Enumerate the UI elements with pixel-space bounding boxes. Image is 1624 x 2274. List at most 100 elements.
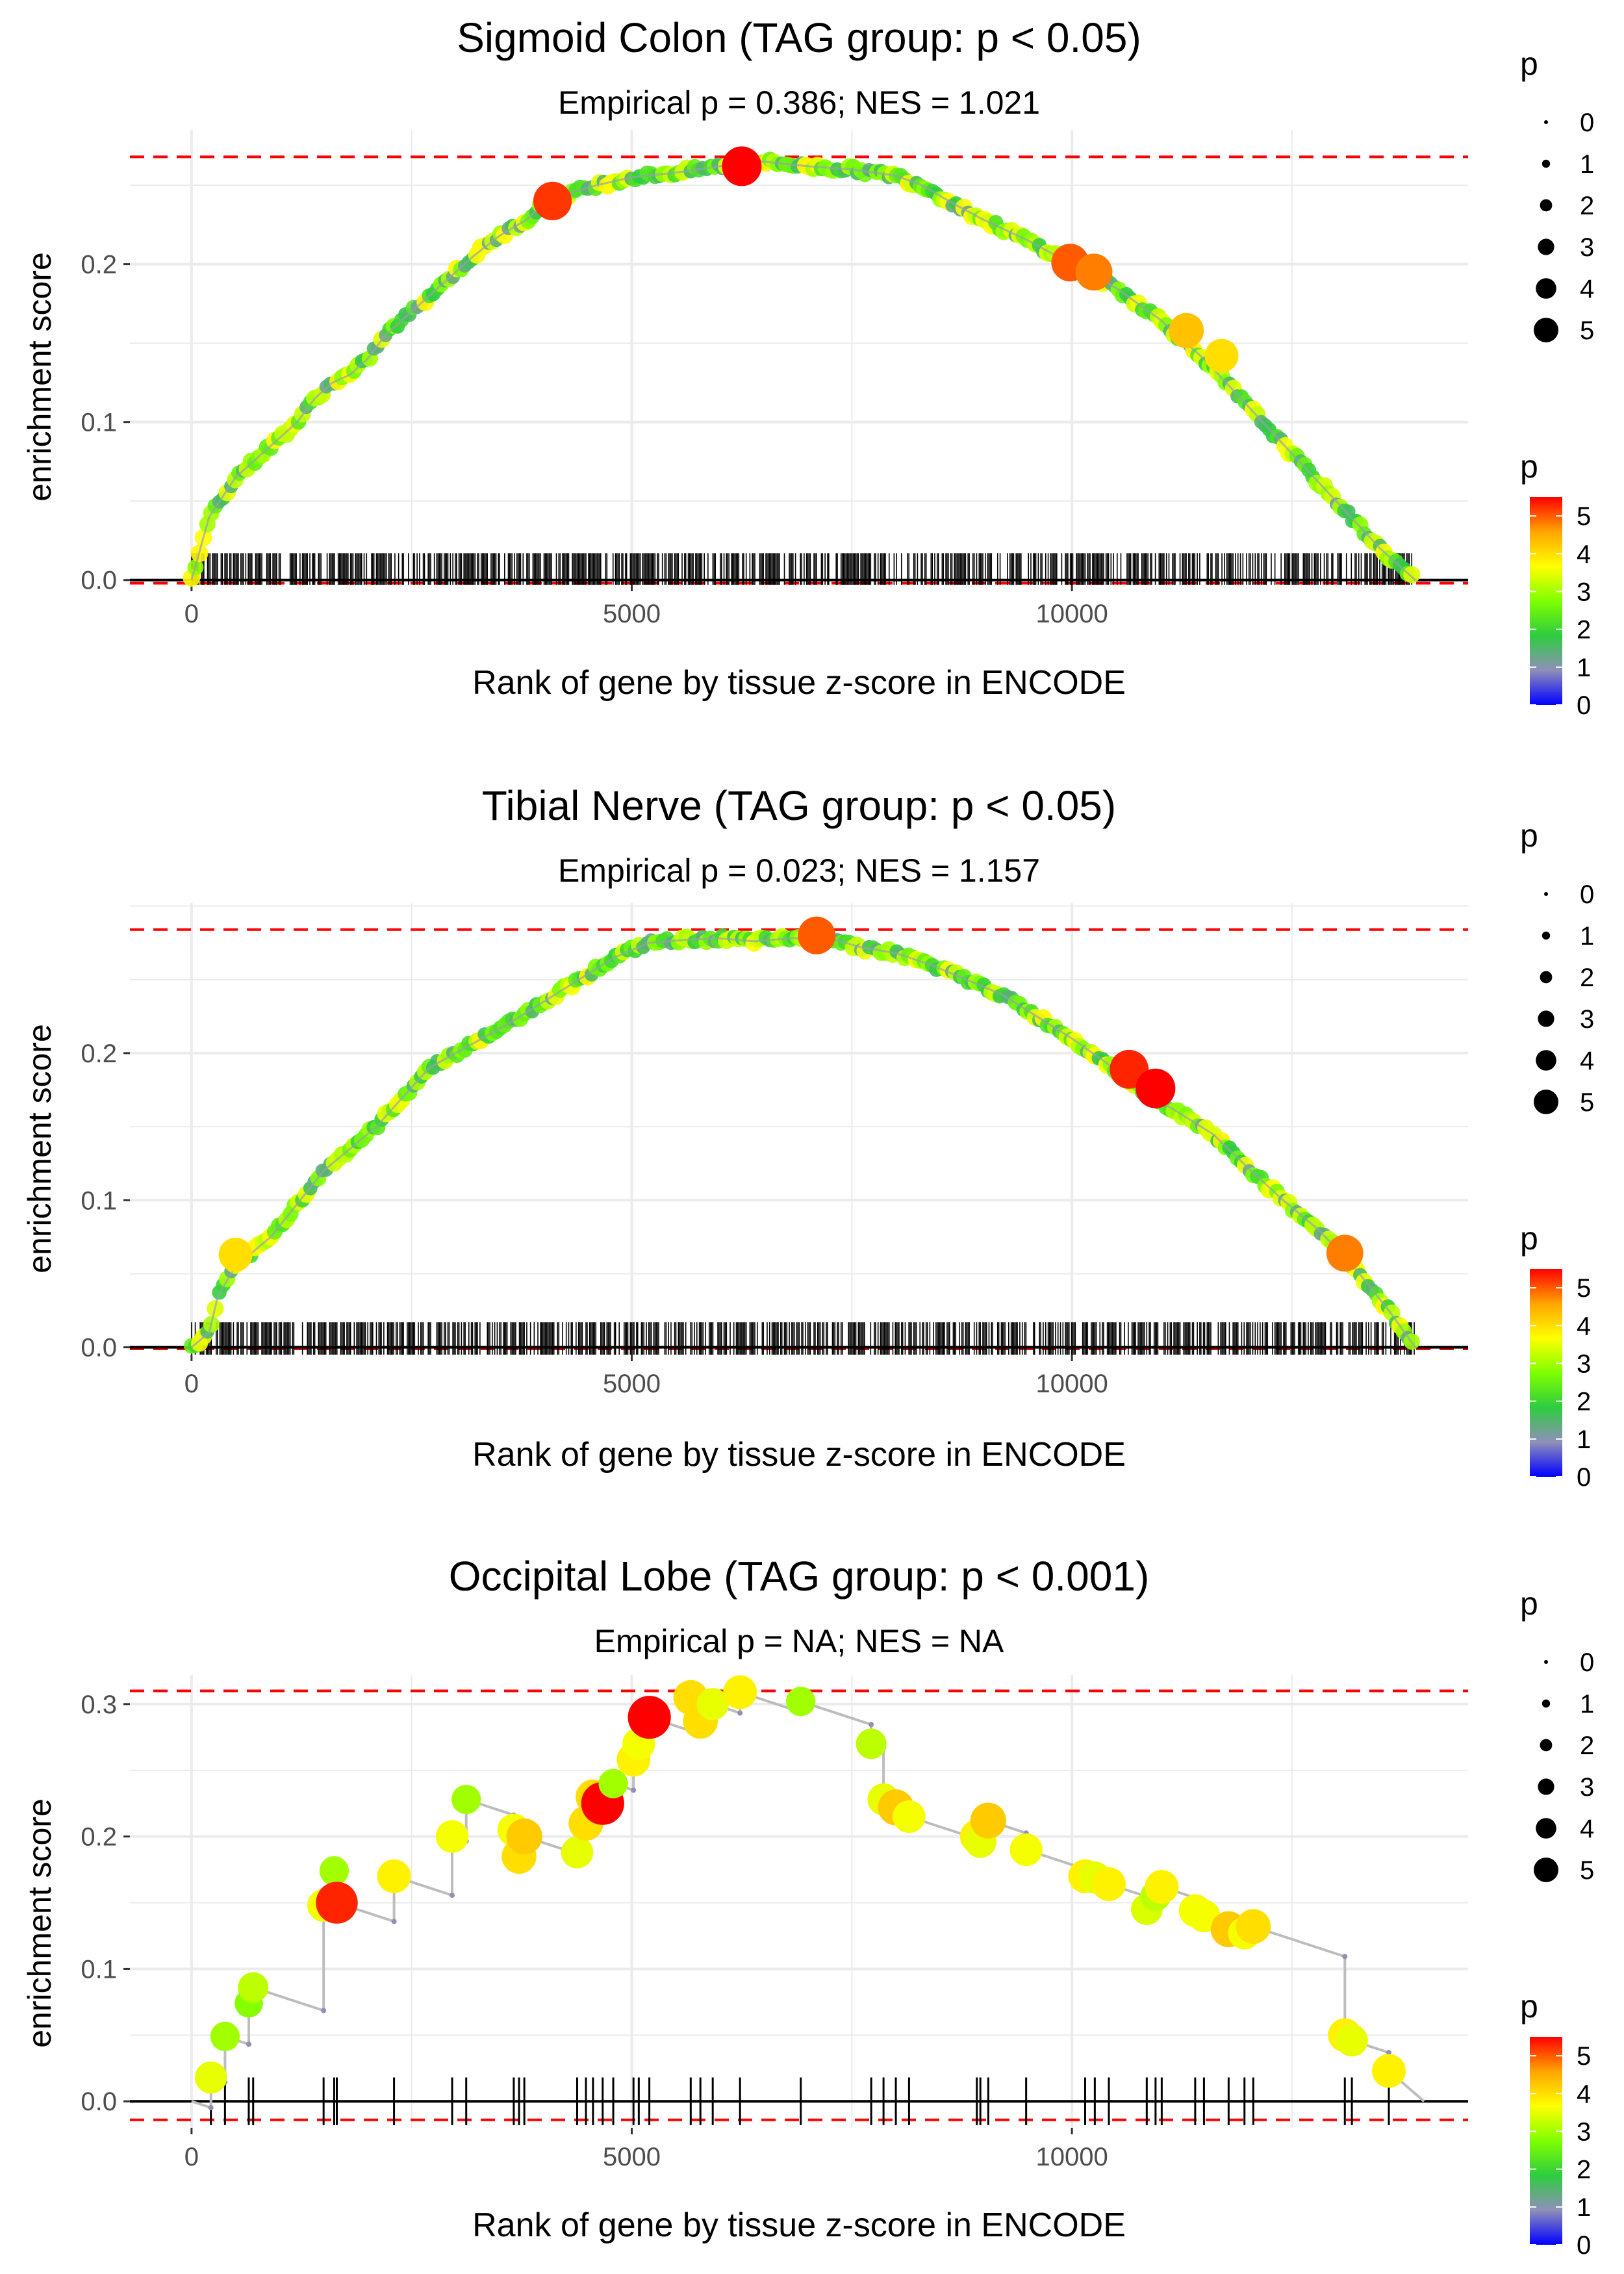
- size-legend-dot: [1544, 892, 1548, 896]
- size-legend-label: 4: [1580, 1815, 1594, 1843]
- y-tick-label: 0.1: [81, 409, 117, 437]
- highlight-point: [1204, 339, 1239, 373]
- colorbar-label: 2: [1577, 1388, 1591, 1416]
- size-legend-label: 3: [1580, 1773, 1594, 1802]
- size-legend-label: 2: [1580, 192, 1594, 220]
- enrichment-trace: [190, 160, 1416, 581]
- miss-point: [208, 2105, 214, 2111]
- hit-point: [451, 1784, 481, 1815]
- size-legend-label: 1: [1580, 922, 1594, 951]
- colorbar-label: 5: [1577, 1274, 1591, 1303]
- highlight-point: [1169, 313, 1204, 348]
- x-tick-label: 0: [184, 1370, 199, 1398]
- hit-point: [1336, 2024, 1368, 2057]
- size-legend-label: 2: [1580, 964, 1594, 992]
- size-legend-label: 2: [1580, 1731, 1594, 1760]
- panel-subtitle: Empirical p = NA; NES = NA: [594, 1623, 1004, 1659]
- colorbar-label: 1: [1577, 1425, 1591, 1454]
- colorbar-label: 0: [1577, 2231, 1591, 2260]
- x-tick-label: 0: [184, 2143, 199, 2171]
- hit-point: [377, 1859, 411, 1893]
- colorbar-label: 3: [1577, 578, 1591, 606]
- colorbar-label: 2: [1577, 2156, 1591, 2184]
- highlight-point: [533, 181, 572, 220]
- size-legend-title: p: [1520, 1585, 1538, 1622]
- colorbar-label: 5: [1577, 2042, 1591, 2071]
- colorbar-label: 1: [1577, 654, 1591, 682]
- size-legend-label: 3: [1580, 1005, 1594, 1034]
- y-tick-label: 0.2: [81, 251, 117, 279]
- highlight-point: [1326, 1234, 1364, 1272]
- y-tick-label: 0.2: [81, 1040, 117, 1068]
- panel-tibial-nerve: Tibial Nerve (TAG group: p < 0.05) Empir…: [21, 782, 1594, 1492]
- size-legend-label: 1: [1580, 1690, 1594, 1718]
- colorbar: [1530, 2037, 1562, 2245]
- size-legend-title: p: [1520, 45, 1538, 82]
- size-legend-dot: [1538, 238, 1554, 255]
- size-legend-label: 1: [1580, 150, 1594, 179]
- color-legend-title: p: [1520, 448, 1538, 485]
- color-legend-title: p: [1520, 1988, 1538, 2025]
- hit-point: [1236, 1909, 1271, 1945]
- y-axis-label: enrichment score: [21, 1024, 58, 1273]
- hit-point: [696, 1688, 729, 1720]
- colorbar-label: 3: [1577, 1349, 1591, 1378]
- colorbar-label: 1: [1577, 2193, 1591, 2222]
- x-tick-label: 0: [184, 600, 199, 628]
- hit-point: [598, 1769, 628, 1798]
- color-legend-title: p: [1520, 1220, 1538, 1257]
- size-legend-dot: [1534, 318, 1558, 342]
- size-legend-dot: [1534, 1858, 1558, 1882]
- panel-title: Occipital Lobe (TAG group: p < 0.001): [449, 1553, 1150, 1600]
- miss-point: [246, 2041, 251, 2047]
- hit-point: [786, 1687, 816, 1717]
- panel-subtitle: Empirical p = 0.386; NES = 1.021: [558, 84, 1040, 121]
- colorbar: [1530, 1269, 1562, 1477]
- miss-point: [1342, 1954, 1348, 1960]
- size-legend-label: 4: [1580, 275, 1594, 303]
- highlight-point: [798, 916, 836, 954]
- hit-point: [628, 1696, 671, 1739]
- size-legend-dot: [1536, 278, 1556, 299]
- panel-occipital-lobe: Occipital Lobe (TAG group: p < 0.001) Em…: [21, 1553, 1594, 2260]
- hit-point: [194, 2061, 227, 2094]
- x-tick-label: 10000: [1036, 1370, 1108, 1398]
- hit-point: [723, 1675, 757, 1709]
- hit-point: [1009, 1833, 1043, 1867]
- curve-point: [1403, 566, 1421, 583]
- colorbar-label: 2: [1577, 616, 1591, 645]
- colorbar-label: 0: [1577, 1463, 1591, 1492]
- panel-sigmoid-colon: Sigmoid Colon (TAG group: p < 0.05) Empi…: [21, 14, 1594, 720]
- hit-point: [1092, 1867, 1126, 1901]
- highlight-point: [1136, 1068, 1176, 1108]
- x-tick-label: 5000: [603, 1370, 661, 1398]
- size-legend-title: p: [1520, 817, 1538, 854]
- y-tick-label: 0.3: [81, 1691, 117, 1719]
- rug: [191, 1322, 1415, 1355]
- miss-point: [1386, 2050, 1392, 2056]
- hit-point: [316, 1882, 358, 1924]
- size-legend-label: 0: [1580, 1648, 1594, 1677]
- size-legend-label: 5: [1580, 1088, 1594, 1117]
- size-legend-dot: [1542, 1699, 1551, 1708]
- colorbar: [1530, 497, 1562, 705]
- hit-point: [1145, 1870, 1179, 1904]
- x-tick-label: 10000: [1036, 600, 1108, 628]
- miss-point: [450, 1893, 455, 1898]
- size-legend-label: 0: [1580, 109, 1594, 137]
- hit-point: [506, 1818, 542, 1855]
- colorbar-label: 4: [1577, 540, 1591, 568]
- colorbar-label: 4: [1577, 2080, 1591, 2108]
- miss-point: [391, 1919, 397, 1924]
- highlight-point: [1075, 253, 1113, 291]
- miss-point: [631, 1787, 637, 1793]
- size-legend-dot: [1544, 120, 1548, 124]
- highlight-point: [722, 146, 762, 186]
- y-tick-label: 0.1: [81, 1186, 117, 1215]
- x-axis-label: Rank of gene by tissue z-score in ENCODE: [472, 664, 1126, 702]
- enrichment-trace: [190, 936, 1416, 1348]
- y-tick-label: 0.2: [81, 1823, 117, 1852]
- colorbar-label: 0: [1577, 691, 1591, 720]
- hit-point: [435, 1820, 469, 1853]
- size-legend-dot: [1536, 1050, 1556, 1071]
